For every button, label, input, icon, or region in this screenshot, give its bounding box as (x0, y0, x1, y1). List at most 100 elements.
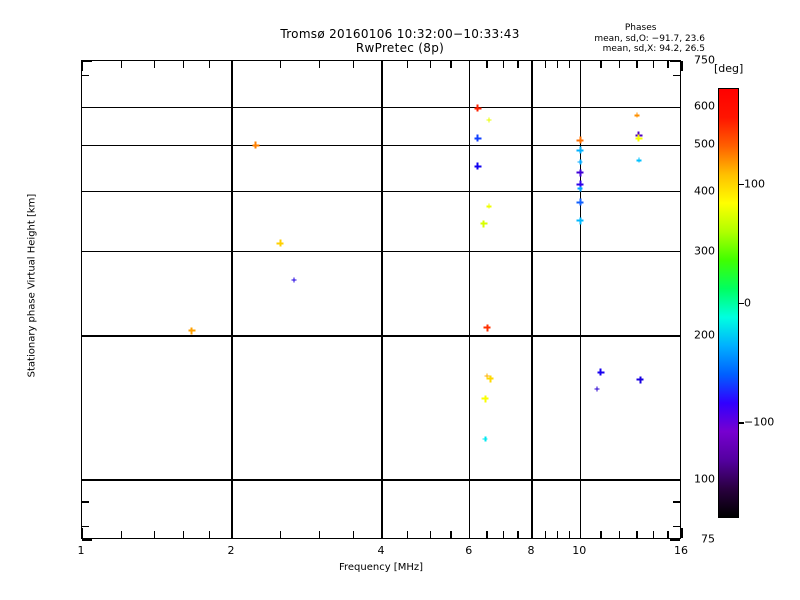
y-axis-tick (670, 144, 680, 146)
x-axis-tick (208, 61, 210, 68)
y-axis-tick (82, 335, 92, 337)
y-axis-tick-label: 75 (701, 532, 715, 546)
colorbar-tick-label: −100 (744, 415, 775, 429)
x-axis-tick (544, 61, 546, 68)
colorbar-tick-label: 0 (744, 296, 751, 310)
x-axis-tick (381, 61, 383, 71)
x-axis-tick (636, 531, 638, 538)
x-axis-tick (81, 61, 83, 71)
y-axis-tick-label: 750 (694, 53, 715, 67)
x-axis-tick (469, 61, 471, 71)
x-axis-tick (502, 531, 504, 538)
data-point (474, 134, 482, 142)
gridline-vertical (579, 61, 581, 538)
phase-stats-header: Phases (624, 23, 657, 33)
x-axis-tick-label: 8 (527, 544, 535, 557)
data-point (481, 395, 489, 403)
colorbar-unit-label: [deg] (714, 62, 744, 75)
data-point (188, 327, 196, 335)
y-axis-tick (670, 106, 680, 108)
y-axis-tick-label: 600 (694, 99, 715, 113)
data-point (474, 162, 482, 170)
y-axis-tick (670, 251, 680, 253)
colorbar-tick (739, 183, 744, 185)
x-axis-title: Frequency [MHz] (338, 562, 424, 573)
x-axis-tick-label: 2 (227, 544, 235, 557)
data-point (576, 217, 584, 225)
y-axis-tick (82, 501, 89, 503)
x-axis-tick (568, 531, 570, 538)
x-axis-tick (429, 531, 431, 538)
gridline-vertical (381, 61, 383, 538)
y-axis-tick (82, 479, 92, 481)
phase-stats-x-mode: mean, sd,X: 94.2, 26.5 (602, 44, 705, 54)
x-axis-tick-label: 4 (377, 544, 385, 557)
x-axis-tick (450, 531, 452, 538)
x-axis-tick-label: 16 (674, 544, 688, 557)
x-axis-tick (154, 531, 156, 538)
x-axis-tick (279, 531, 281, 538)
gridline-horizontal (82, 191, 680, 193)
gridline-horizontal (82, 479, 680, 481)
x-axis-tick (120, 61, 123, 68)
y-axis-tick-label: 200 (694, 328, 715, 342)
figure-title: Tromsø 20160106 10:32:00−10:33:43 (280, 27, 520, 41)
y-axis-tick (673, 74, 680, 76)
colorbar-tick (739, 303, 744, 305)
data-point (474, 104, 482, 112)
x-axis-tick (381, 528, 383, 538)
colorbar (718, 88, 744, 518)
x-axis-tick (556, 531, 559, 538)
y-axis-tick (82, 251, 92, 253)
y-axis-tick (82, 525, 89, 528)
x-axis-tick (517, 531, 519, 538)
x-axis-tick (681, 528, 683, 538)
gridline-horizontal (82, 144, 680, 147)
y-axis-tick (82, 106, 92, 108)
x-axis-tick (600, 61, 602, 68)
phase-stats-o-mode: mean, sd,O: −91.7, 23.6 (594, 33, 705, 44)
data-point (482, 436, 488, 442)
phase-stats-block: Phases mean, sd,O: −91.7, 23.6 mean, sd,… (594, 23, 705, 55)
y-axis-tick (82, 539, 92, 541)
plot-area (81, 60, 683, 541)
x-axis-tick (183, 61, 185, 68)
y-axis-tick (673, 525, 680, 528)
x-axis-tick (208, 531, 210, 538)
x-axis-tick (486, 61, 488, 68)
x-axis-tick (544, 531, 546, 538)
data-point (252, 141, 260, 149)
x-axis-tick (667, 531, 669, 538)
data-point (576, 169, 584, 177)
x-axis-tick (279, 61, 281, 68)
x-axis-tick (231, 528, 233, 538)
x-axis-tick (183, 531, 185, 538)
y-axis-tick (82, 74, 89, 76)
x-axis-tick (531, 528, 533, 538)
data-point (634, 112, 640, 118)
x-axis-tick (568, 61, 570, 68)
y-axis-tick (670, 539, 680, 541)
data-point (636, 157, 642, 163)
x-axis-tick (319, 531, 321, 538)
x-axis-tick (517, 61, 519, 68)
data-point (636, 376, 644, 384)
data-point (597, 368, 605, 376)
gridline-vertical (531, 61, 533, 538)
x-axis-tick (619, 61, 621, 68)
x-axis-tick (450, 61, 452, 68)
data-point (486, 375, 494, 383)
x-axis-tick (667, 61, 669, 68)
x-axis-tick (579, 61, 581, 71)
x-axis-tick (502, 61, 504, 68)
data-point (484, 373, 490, 379)
x-axis-tick-label: 1 (77, 544, 85, 557)
y-axis-tick (673, 501, 680, 503)
y-axis-tick-label: 400 (694, 184, 715, 198)
x-axis-tick (556, 61, 559, 68)
y-axis-title: Stationary phase Virtual Height [km] (26, 193, 38, 378)
data-point (480, 220, 488, 228)
x-axis-tick (636, 61, 638, 68)
data-point (276, 239, 284, 247)
data-point (486, 203, 492, 209)
